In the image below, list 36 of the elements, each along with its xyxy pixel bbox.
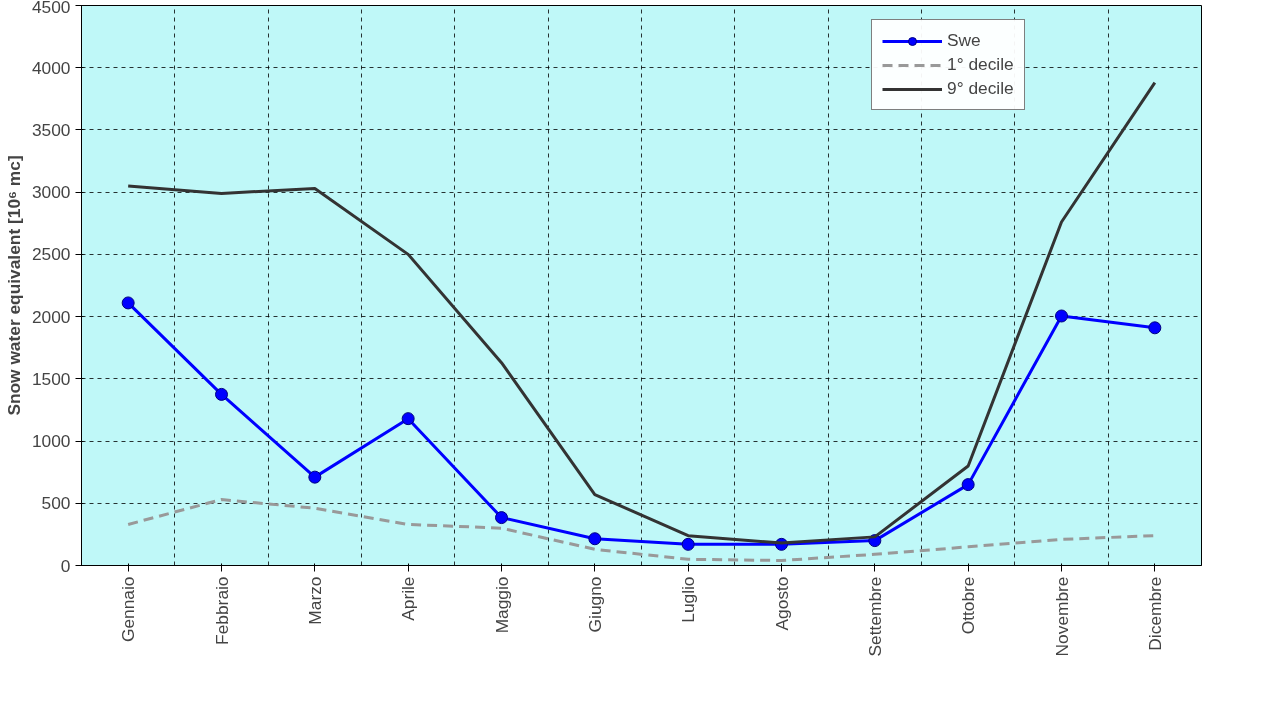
x-tick-label: Aprile (398, 576, 419, 621)
y-tick-label: 0 (60, 555, 71, 576)
y-axis-title: Snow water equivalent [10⁶ mc] (3, 155, 24, 416)
x-tick-label: Settembre (864, 576, 885, 657)
point (1148, 321, 1162, 335)
point (1055, 309, 1068, 323)
x-tick-label: Dicembre (1144, 576, 1165, 651)
x-tick-label: Gennaio (118, 576, 139, 643)
legend-label: 9° decile (947, 78, 1014, 99)
y-tick-label: 1000 (31, 431, 71, 452)
y-tick-label: 4000 (31, 57, 71, 78)
point (401, 412, 415, 426)
point (495, 511, 508, 525)
y-tick-label: 2500 (31, 244, 71, 265)
y-tick-label: 500 (41, 493, 71, 514)
y-tick-label: 4500 (31, 0, 71, 17)
x-tick-label: Novembre (1051, 576, 1072, 657)
x-tick-label: Agosto (771, 576, 792, 631)
y-tick-label: 3000 (31, 182, 71, 203)
point (681, 537, 695, 551)
legend-label: Swe (947, 30, 981, 51)
x-tick-label: Ottobre (958, 576, 979, 635)
x-tick-label: Marzo (304, 576, 325, 625)
point (961, 478, 975, 492)
x-tick-label: Febbraio (211, 576, 232, 645)
point (308, 470, 322, 484)
point (215, 387, 228, 401)
point (588, 532, 602, 546)
legend-label: 1° decile (947, 54, 1014, 75)
x-tick-label: Maggio (491, 576, 512, 634)
x-tick-label: Luglio (678, 576, 699, 623)
x-tick-label: Giugno (584, 576, 605, 633)
y-tick-label: 3500 (31, 119, 71, 140)
y-tick-label: 2000 (31, 306, 71, 327)
y-tick-label: 1500 (31, 368, 71, 389)
point (121, 296, 135, 310)
